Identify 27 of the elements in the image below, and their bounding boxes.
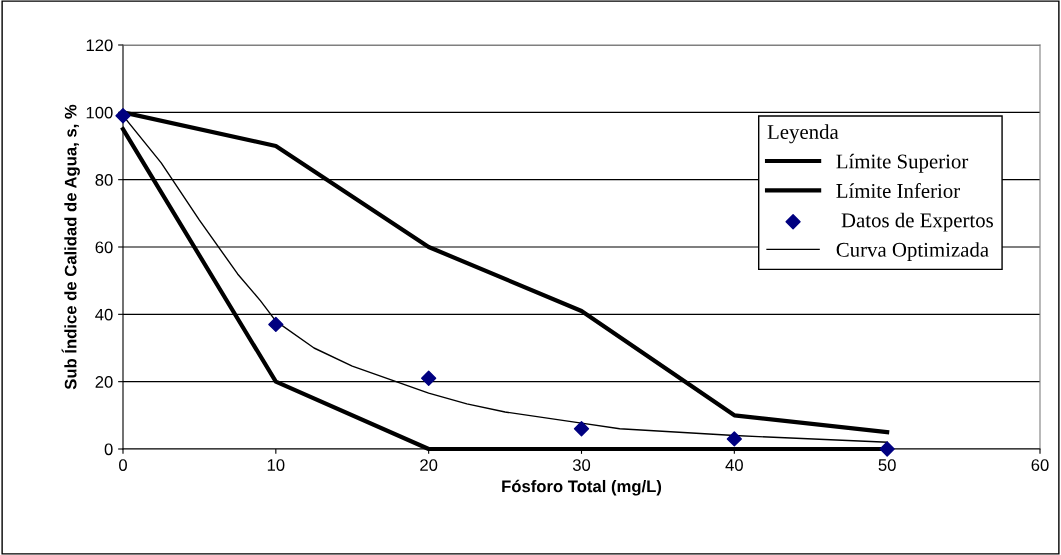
point: [879, 441, 895, 457]
x-tick-label: 20: [420, 459, 438, 471]
y-tick-label: 40: [95, 308, 113, 321]
x-tick-label: 10: [267, 459, 285, 471]
legend-label: Límite Superior: [836, 153, 969, 173]
x-tick-label: 40: [725, 459, 743, 471]
x-axis-title: Fósforo Total (mg/L): [502, 479, 662, 496]
x-tick-label: 0: [119, 459, 127, 471]
y-tick-label: 80: [95, 174, 113, 186]
legend-label: Límite Inferior: [836, 183, 960, 198]
x-tick-label: 50: [878, 459, 896, 471]
x-tick-label: 60: [1031, 459, 1049, 471]
point: [421, 370, 437, 386]
y-tick-label: 60: [95, 241, 113, 254]
y-tick-label: 20: [95, 376, 113, 388]
point: [115, 108, 131, 124]
point: [726, 431, 742, 447]
y-tick-label: 100: [86, 106, 113, 119]
y-axis-title: Sub Índice de Calidad de Agua, s, %: [61, 104, 80, 390]
legend-label: Curva Optimizada: [836, 242, 989, 262]
point: [268, 316, 284, 333]
point: [573, 421, 590, 437]
legend-title: Leyenda: [767, 124, 839, 144]
x-tick-label: 30: [572, 459, 591, 471]
y-tick-label: 120: [86, 39, 113, 52]
legend-label: Datos de Expertos: [841, 212, 993, 232]
y-tick-label: 0: [104, 443, 113, 456]
